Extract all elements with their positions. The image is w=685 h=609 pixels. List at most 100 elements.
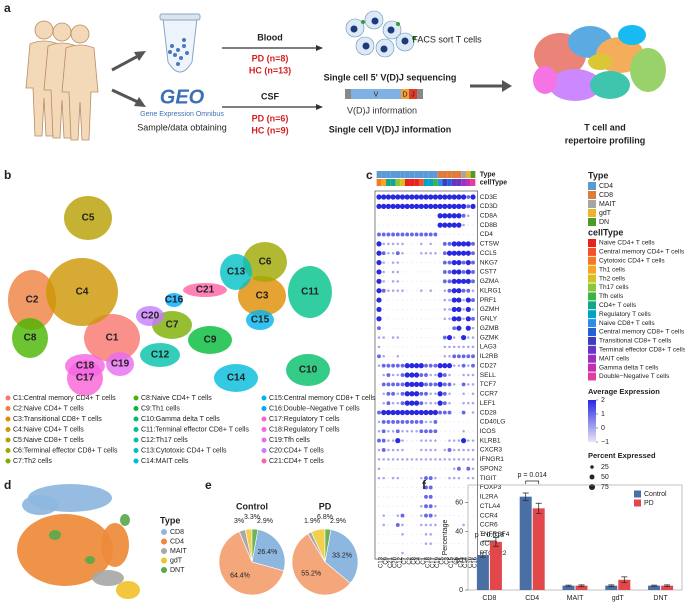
umap-a-icon	[533, 25, 666, 101]
dot	[386, 391, 391, 396]
dot	[430, 336, 432, 339]
dot	[414, 203, 420, 209]
dot	[456, 213, 462, 219]
legend-swatch	[5, 427, 11, 432]
label: NKG7	[480, 259, 498, 266]
dot	[416, 505, 418, 507]
dot	[396, 401, 400, 405]
label: Type	[588, 170, 608, 180]
label: CTSW	[480, 241, 500, 248]
dot	[377, 476, 381, 480]
dot	[448, 468, 451, 470]
label: MAIT	[170, 548, 187, 555]
type-cloud	[101, 523, 129, 567]
label: Type	[480, 171, 496, 178]
dot	[404, 372, 410, 378]
dot	[387, 336, 389, 339]
dot	[387, 458, 390, 461]
dot	[466, 288, 471, 293]
dot	[452, 467, 456, 470]
bar	[648, 585, 661, 590]
dot	[411, 215, 413, 217]
dot	[434, 401, 437, 405]
dot	[439, 355, 441, 357]
label: Naive CD4+ T cells	[599, 240, 655, 247]
pie-slice	[251, 528, 259, 563]
dot	[397, 533, 399, 535]
dot	[420, 327, 422, 329]
dot	[434, 336, 436, 339]
dot	[439, 524, 441, 526]
dot	[383, 308, 385, 311]
dot	[420, 289, 423, 292]
dot	[376, 316, 382, 322]
legend-swatch	[588, 310, 596, 319]
label: C7:Th2 cells	[13, 458, 52, 465]
dot	[411, 468, 413, 470]
dot	[453, 421, 455, 423]
type-bar	[423, 171, 429, 178]
dot	[419, 401, 424, 406]
label: CD4	[525, 595, 539, 602]
dot	[439, 496, 441, 498]
label: C10:Gamma delta T cells	[141, 416, 220, 423]
label: LEF1	[480, 400, 496, 407]
dot	[420, 552, 422, 554]
legend-swatch	[5, 448, 11, 453]
dot	[463, 233, 465, 236]
dot	[451, 316, 457, 322]
dot	[395, 382, 400, 387]
dot	[381, 251, 386, 256]
column-label: C5	[440, 556, 446, 564]
dot	[439, 468, 441, 470]
label: p = 0.014	[518, 472, 547, 479]
column-label: C11	[458, 556, 464, 567]
dot	[401, 299, 404, 301]
label: Transitional CD8+ T cells	[599, 338, 672, 345]
dot	[418, 194, 424, 200]
cluster-cloud	[214, 364, 258, 392]
dot	[453, 411, 455, 414]
legend-swatch	[634, 499, 641, 507]
cluster-label: C19	[111, 359, 130, 370]
dot	[387, 299, 389, 301]
bar	[476, 555, 489, 590]
column-label: C6	[454, 556, 460, 564]
label: Control	[644, 491, 667, 498]
dot	[401, 224, 404, 226]
legend-swatch	[588, 336, 596, 345]
label: PRF1	[480, 297, 497, 304]
dot	[395, 409, 401, 416]
dot	[446, 250, 453, 256]
cluster-label: C1	[106, 333, 119, 344]
dot	[387, 429, 390, 433]
dot	[432, 409, 438, 416]
people-icon	[25, 20, 99, 141]
dot	[451, 222, 457, 228]
label: C13:Cytotoxic CD4+ T cells	[141, 447, 227, 454]
label: Sample/data obtaining	[137, 122, 227, 132]
dot	[385, 203, 391, 209]
umap-d	[17, 484, 140, 599]
dot	[425, 243, 427, 245]
dot	[446, 363, 453, 369]
dot	[471, 363, 475, 368]
dot	[467, 345, 470, 349]
dot	[382, 355, 385, 358]
dot	[401, 289, 404, 292]
legend-swatch	[133, 406, 139, 411]
dot	[400, 232, 405, 237]
dot	[399, 203, 406, 209]
dot	[437, 213, 443, 219]
celltype-bar	[386, 179, 391, 186]
dot	[472, 496, 474, 498]
dot	[391, 261, 395, 264]
legend-swatch	[588, 191, 596, 199]
dot	[383, 299, 385, 301]
label: Tfh cells	[599, 293, 624, 300]
dot	[383, 327, 385, 329]
dot	[401, 271, 404, 273]
dot	[444, 477, 446, 479]
